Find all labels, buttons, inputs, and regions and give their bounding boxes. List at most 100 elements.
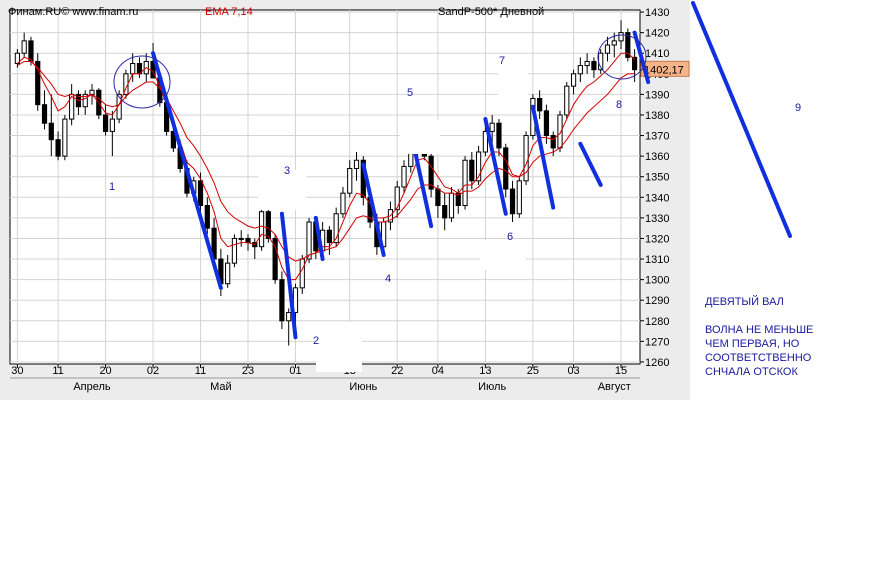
candle-body <box>279 279 285 322</box>
highlight-circle <box>597 34 647 80</box>
candle-body <box>618 32 624 42</box>
x-month-label: Апрель <box>73 381 111 393</box>
trend-stroke <box>313 215 325 262</box>
candle-body <box>550 135 556 149</box>
y-tick-label: 1360 <box>645 151 669 163</box>
white-patch <box>400 120 440 154</box>
plot-area <box>9 9 641 365</box>
candle-body <box>225 262 231 285</box>
candle-body <box>14 52 20 65</box>
candle-body <box>35 60 41 106</box>
candle-body <box>150 60 156 79</box>
note-line-3: СООТВЕТСТВЕННО <box>705 352 812 364</box>
white-patch <box>258 170 306 210</box>
candle-body <box>469 159 475 182</box>
candle-body <box>584 60 590 67</box>
white-patch <box>480 240 526 270</box>
x-day-label: 04 <box>432 365 444 377</box>
x-day-label: 11 <box>52 365 63 377</box>
candle-body <box>55 139 61 157</box>
ema-fast-line <box>17 52 635 281</box>
x-day-label: 25 <box>527 365 539 377</box>
trend-stroke <box>578 141 603 187</box>
candle-body <box>62 118 68 157</box>
candle-body <box>570 73 577 87</box>
y-tick-label: 1350 <box>645 172 669 184</box>
candle-body <box>197 180 204 207</box>
candle-body <box>394 186 400 211</box>
candle-body <box>231 237 238 264</box>
candle-body <box>442 205 448 219</box>
candle-body <box>130 63 136 75</box>
trend-stroke <box>151 51 223 290</box>
wave-label-4: 4 <box>385 273 391 285</box>
y-tick-label: 1390 <box>645 89 669 101</box>
candle-body <box>21 40 27 54</box>
ema-slow-line <box>17 60 635 262</box>
x-day-label: 15 <box>615 365 627 377</box>
wave-label-2: 2 <box>313 335 319 347</box>
y-tick-label: 1430 <box>645 7 669 19</box>
wave-label-9: 9 <box>795 102 801 114</box>
note-line-2: ЧЕМ ПЕРВАЯ, НО <box>705 338 800 350</box>
candle-body <box>306 221 312 260</box>
y-tick-label: 1340 <box>645 192 669 204</box>
y-tick-label: 1320 <box>645 233 669 245</box>
candle-body <box>116 93 122 120</box>
y-tick-label: 1270 <box>645 336 669 348</box>
white-patch <box>316 322 362 372</box>
trend-stroke <box>361 162 386 257</box>
header-indicator: EMA 7,14 <box>205 6 253 18</box>
y-tick-label: 1420 <box>645 28 669 40</box>
candle-body <box>496 122 502 149</box>
header-source: Финам.RU© www.finam.ru <box>8 6 138 18</box>
wave-label-1: 1 <box>109 181 115 193</box>
candle-body <box>503 147 509 190</box>
candle-body <box>82 93 88 108</box>
x-day-label: 02 <box>147 365 159 377</box>
candle-body <box>537 98 543 112</box>
candle-body <box>41 104 48 124</box>
x-day-label: 30 <box>11 365 23 377</box>
note-line-4: СНЧАЛА ОТСКОК <box>705 366 798 378</box>
x-day-label: 20 <box>99 365 111 377</box>
trend-stroke <box>483 117 508 216</box>
candle-body <box>245 237 251 244</box>
x-day-label: 03 <box>567 365 579 377</box>
candle-body <box>326 229 332 244</box>
ninth-wave-stroke <box>691 1 792 238</box>
candle-body <box>353 159 360 169</box>
x-month-label: Июнь <box>349 381 377 393</box>
candle-body <box>48 122 54 141</box>
wave-label-5: 5 <box>407 87 413 99</box>
candle-body <box>509 188 516 215</box>
trend-stroke <box>530 104 556 210</box>
trend-stroke <box>632 30 651 85</box>
candle-body <box>516 180 522 215</box>
candle-body <box>238 237 244 240</box>
y-tick-label: 1300 <box>645 275 669 287</box>
candle-body <box>625 32 631 58</box>
candle-body <box>564 85 570 116</box>
header-instrument: SandP-500* Дневной <box>438 6 544 18</box>
candle-body <box>489 122 495 132</box>
x-day-label: 01 <box>289 365 301 377</box>
candle-body <box>543 110 550 137</box>
candle-body <box>170 130 176 149</box>
x-day-label: 22 <box>391 365 403 377</box>
candle-body <box>28 40 34 62</box>
y-tick-label: 1330 <box>645 213 669 225</box>
wave-label-3: 3 <box>284 165 290 177</box>
candle-body <box>632 56 638 71</box>
y-tick-label: 1370 <box>645 131 669 143</box>
candle-body <box>333 213 339 244</box>
note-title: ДЕВЯТЫЙ ВАЛ <box>705 296 784 308</box>
candle-body <box>591 60 597 71</box>
x-day-label: 23 <box>242 365 254 377</box>
y-tick-label: 1260 <box>645 357 669 369</box>
last-price-label: 1402,17 <box>644 64 684 76</box>
candle-body <box>340 192 346 215</box>
white-patch <box>498 62 528 98</box>
candle-body <box>258 211 265 248</box>
